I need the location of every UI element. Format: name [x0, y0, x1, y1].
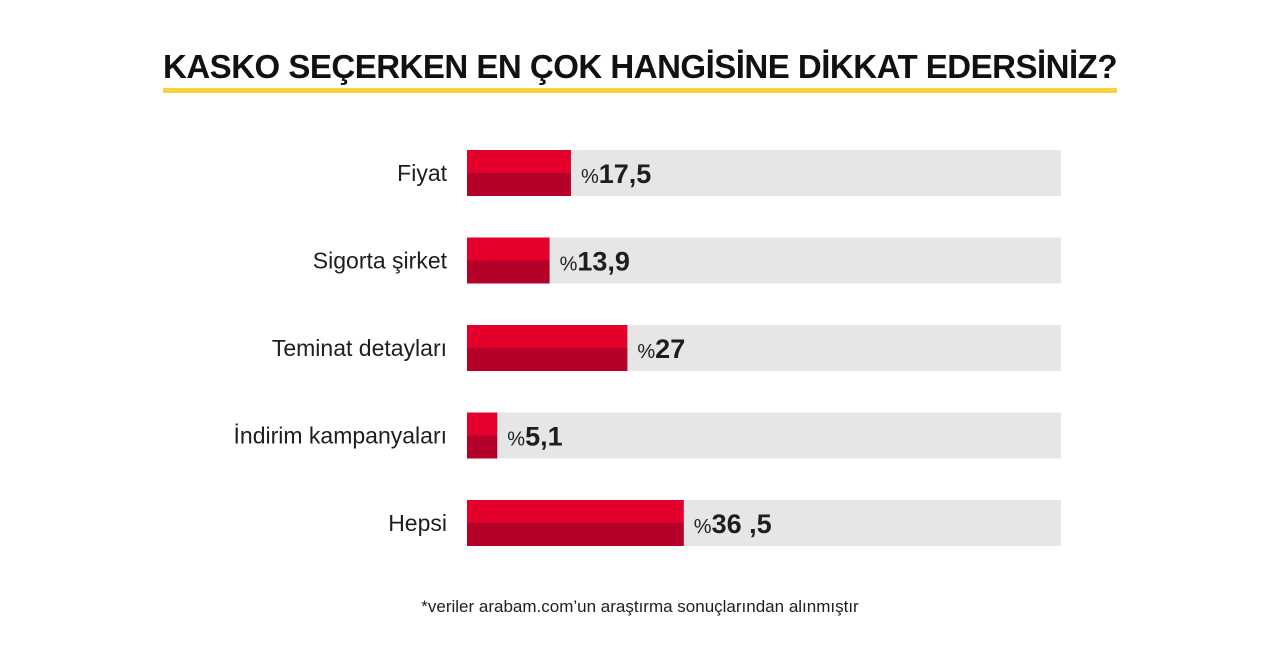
bar-top: [467, 500, 684, 523]
bar-top: [467, 325, 628, 348]
bar-top: [467, 412, 498, 436]
category-label: İndirim kampanyaları: [234, 423, 447, 449]
bar: [467, 150, 571, 196]
value-label: %17,5: [581, 159, 651, 189]
bar: [467, 325, 628, 371]
bar: [467, 237, 550, 284]
chart-title: KASKO SEÇERKEN EN ÇOK HANGİSİNE DİKKAT E…: [163, 48, 1117, 93]
category-label: Teminat detayları: [272, 335, 447, 361]
bar-bottom: [467, 523, 684, 546]
value-label: %13,9: [560, 247, 630, 277]
bar: [467, 412, 498, 459]
bar-bottom: [467, 348, 628, 371]
bar-top: [467, 237, 550, 261]
value-label: %36 ,5: [694, 509, 772, 539]
value-label: %27: [637, 334, 685, 364]
bar-bottom: [467, 260, 550, 284]
bar-track: [467, 237, 1061, 284]
footnote: *veriler arabam.com’un araştırma sonuçla…: [421, 597, 859, 616]
category-label: Sigorta şirket: [313, 248, 448, 274]
category-label: Fiyat: [397, 160, 447, 186]
value-label: %5,1: [507, 422, 562, 452]
category-label: Hepsi: [388, 510, 447, 536]
bar-bottom: [467, 173, 571, 196]
bar-top: [467, 150, 571, 173]
bar: [467, 500, 684, 546]
bar-bottom: [467, 435, 498, 459]
bar-track: [467, 412, 1061, 459]
